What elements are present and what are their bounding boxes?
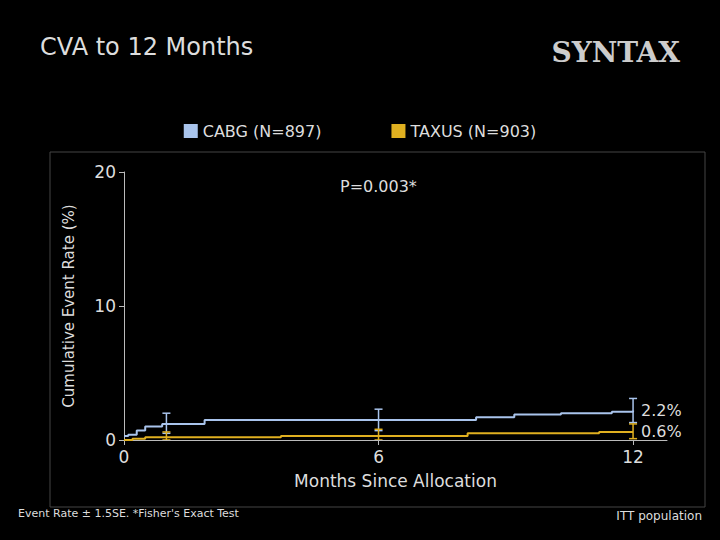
svg-text:20: 20 [94, 162, 116, 182]
svg-text:SYNTAX: SYNTAX [551, 36, 680, 69]
svg-text:ITT population: ITT population [616, 509, 702, 523]
svg-text:12: 12 [622, 447, 644, 467]
svg-text:Event Rate ± 1.5SE. *Fisher's: Event Rate ± 1.5SE. *Fisher's Exact Test [18, 507, 240, 520]
svg-text:2.2%: 2.2% [641, 401, 682, 420]
svg-text:Months Since Allocation: Months Since Allocation [294, 471, 497, 491]
svg-text:0: 0 [119, 447, 130, 467]
svg-text:P=0.003*: P=0.003* [340, 177, 417, 196]
svg-text:CABG (N=897): CABG (N=897) [203, 122, 322, 141]
svg-text:Cumulative Event Rate (%): Cumulative Event Rate (%) [60, 204, 78, 407]
svg-text:6: 6 [373, 447, 384, 467]
svg-text:0.6%: 0.6% [641, 422, 682, 441]
svg-text:0: 0 [105, 430, 116, 450]
svg-text:CVA to 12 Months: CVA to 12 Months [40, 33, 253, 61]
svg-text:TAXUS (N=903): TAXUS (N=903) [409, 122, 536, 141]
svg-text:10: 10 [94, 296, 116, 316]
